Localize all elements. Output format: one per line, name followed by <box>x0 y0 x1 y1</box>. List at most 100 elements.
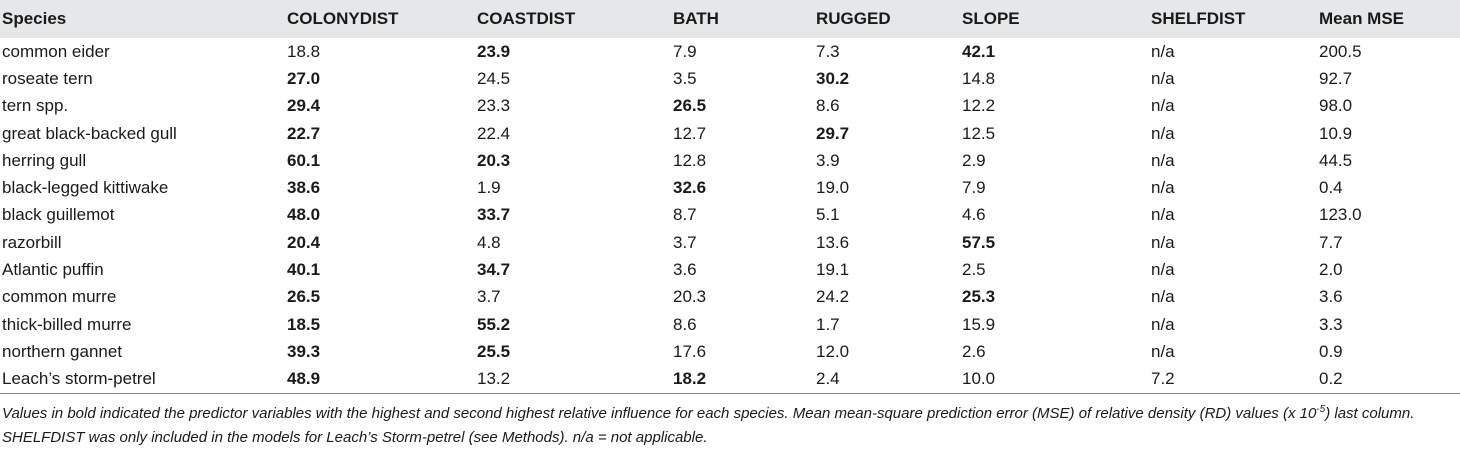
header-shelfdist: SHELFDIST <box>1151 9 1246 28</box>
cell-species: great black-backed gull <box>2 123 177 143</box>
header-coastdist: COASTDIST <box>477 9 576 28</box>
table-row: great black-backed gull 22.7 22.4 12.7 29.7 1… <box>0 120 1460 147</box>
cell-colonydist: 60.1 <box>287 150 321 170</box>
results-table-container: Species COLONYDIST COASTDIST BATH RUGGED… <box>0 0 1460 450</box>
cell-colonydist: 22.7 <box>287 123 321 143</box>
cell-shelfdist: n/a <box>1151 341 1175 361</box>
cell-bath: 32.6 <box>673 178 707 198</box>
cell-mean-mse: 3.3 <box>1319 314 1343 334</box>
cell-coastdist: 4.8 <box>477 232 501 252</box>
cell-mean-mse: 10.9 <box>1319 123 1353 143</box>
table-row: northern gannet 39.3 25.5 17.6 12.0 2.6 n/a 0.9 <box>0 338 1460 365</box>
cell-colonydist: 29.4 <box>287 96 321 116</box>
cell-slope: 42.1 <box>962 41 996 61</box>
table-row: common murre 26.5 3.7 20.3 24.2 25.3 n/a 3.6 <box>0 284 1460 311</box>
cell-slope: 4.6 <box>962 205 986 225</box>
cell-rugged: 29.7 <box>816 123 850 143</box>
cell-colonydist: 48.9 <box>285 365 475 394</box>
cell-coastdist: 25.5 <box>477 341 511 361</box>
cell-colonydist: 26.5 <box>287 287 321 307</box>
cell-shelfdist: n/a <box>1151 96 1175 116</box>
cell-bath: 12.7 <box>673 123 707 143</box>
cell-rugged: 8.6 <box>816 96 840 116</box>
cell-colonydist: 20.4 <box>287 232 321 252</box>
cell-species: herring gull <box>2 150 87 170</box>
cell-species: black guillemot <box>2 205 115 225</box>
cell-coastdist: 3.7 <box>477 287 501 307</box>
cell-shelfdist: n/a <box>1151 287 1175 307</box>
cell-bath: 17.6 <box>673 341 707 361</box>
cell-bath: 18.2 <box>671 365 814 394</box>
table-row: Atlantic puffin 40.1 34.7 3.6 19.1 2.5 n/a 2.0 <box>0 256 1460 283</box>
cell-species: common eider <box>2 41 110 61</box>
cell-bath: 3.5 <box>673 68 697 88</box>
cell-mean-mse: 98.0 <box>1319 96 1353 116</box>
cell-slope: 2.5 <box>962 260 986 280</box>
cell-coastdist: 23.3 <box>477 96 511 116</box>
cell-shelfdist: n/a <box>1151 150 1175 170</box>
cell-species: razorbill <box>2 232 62 252</box>
cell-mean-mse: 0.9 <box>1319 341 1343 361</box>
table-row: Leach’s storm-petrel 48.9 13.2 18.2 2.4 10.0 7… <box>0 365 1460 394</box>
cell-bath: 7.9 <box>673 41 697 61</box>
cell-slope: 57.5 <box>962 232 996 252</box>
cell-coastdist: 34.7 <box>477 260 511 280</box>
cell-mean-mse: 123.0 <box>1319 205 1362 225</box>
footnote-exponent: -5 <box>1316 403 1326 415</box>
footnote-text-part-1: Values in bold indicated the predictor v… <box>2 404 1317 422</box>
cell-shelfdist: n/a <box>1151 232 1175 252</box>
cell-rugged: 7.3 <box>816 41 840 61</box>
cell-coastdist: 55.2 <box>477 314 511 334</box>
cell-rugged: 3.9 <box>816 150 840 170</box>
cell-shelfdist: n/a <box>1151 68 1175 88</box>
footnote-text-part-2: ) last column. SHELFDIST was only includ… <box>2 404 1415 446</box>
cell-rugged: 30.2 <box>816 68 850 88</box>
cell-bath: 26.5 <box>673 96 707 116</box>
cell-bath: 12.8 <box>673 150 707 170</box>
cell-slope: 12.5 <box>962 123 996 143</box>
cell-bath: 3.7 <box>673 232 697 252</box>
cell-species: thick-billed murre <box>2 314 132 334</box>
cell-bath: 8.7 <box>673 205 697 225</box>
table-row: roseate tern 27.0 24.5 3.5 30.2 14.8 n/a 92.7 <box>0 65 1460 92</box>
header-mean-mse: Mean MSE <box>1319 9 1405 28</box>
cell-shelfdist: n/a <box>1151 178 1175 198</box>
cell-rugged: 1.7 <box>816 314 840 334</box>
cell-bath: 20.3 <box>673 287 707 307</box>
cell-rugged: 12.0 <box>816 341 850 361</box>
cell-rugged: 2.4 <box>814 365 960 394</box>
cell-rugged: 13.6 <box>816 232 850 252</box>
cell-mean-mse: 0.2 <box>1317 365 1460 394</box>
cell-coastdist: 24.5 <box>477 68 511 88</box>
table-header-row: Species COLONYDIST COASTDIST BATH RUGGED… <box>0 0 1460 38</box>
cell-species: tern spp. <box>2 96 69 116</box>
table-row: thick-billed murre 18.5 55.2 8.6 1.7 15.9 n/a 3… <box>0 311 1460 338</box>
header-colonydist: COLONYDIST <box>287 9 399 28</box>
cell-mean-mse: 2.0 <box>1319 260 1343 280</box>
header-slope: SLOPE <box>962 9 1020 28</box>
header-bath: BATH <box>673 9 719 28</box>
cell-colonydist: 27.0 <box>287 68 321 88</box>
table-footnote: Values in bold indicated the predictor v… <box>2 402 1452 450</box>
cell-slope: 7.9 <box>962 178 986 198</box>
cell-rugged: 19.0 <box>816 178 850 198</box>
cell-slope: 25.3 <box>962 287 996 307</box>
cell-slope: 14.8 <box>962 68 996 88</box>
cell-rugged: 5.1 <box>816 205 840 225</box>
table-row: tern spp. 29.4 23.3 26.5 8.6 12.2 n/a 98.0 <box>0 93 1460 120</box>
cell-slope: 12.2 <box>962 96 996 116</box>
cell-colonydist: 18.8 <box>287 41 321 61</box>
cell-species: Leach’s storm-petrel <box>0 365 285 394</box>
header-species: Species <box>2 9 67 28</box>
cell-colonydist: 39.3 <box>287 341 321 361</box>
cell-mean-mse: 3.6 <box>1319 287 1343 307</box>
cell-shelfdist: n/a <box>1151 205 1175 225</box>
cell-species: northern gannet <box>2 341 123 361</box>
cell-colonydist: 40.1 <box>287 260 321 280</box>
cell-coastdist: 13.2 <box>475 365 671 394</box>
cell-coastdist: 20.3 <box>477 150 511 170</box>
cell-bath: 3.6 <box>673 260 697 280</box>
cell-rugged: 19.1 <box>816 260 850 280</box>
table-row: common eider 18.8 23.9 7.9 7.3 42.1 n/a 200.5 <box>0 38 1460 65</box>
cell-slope: 2.6 <box>962 341 986 361</box>
